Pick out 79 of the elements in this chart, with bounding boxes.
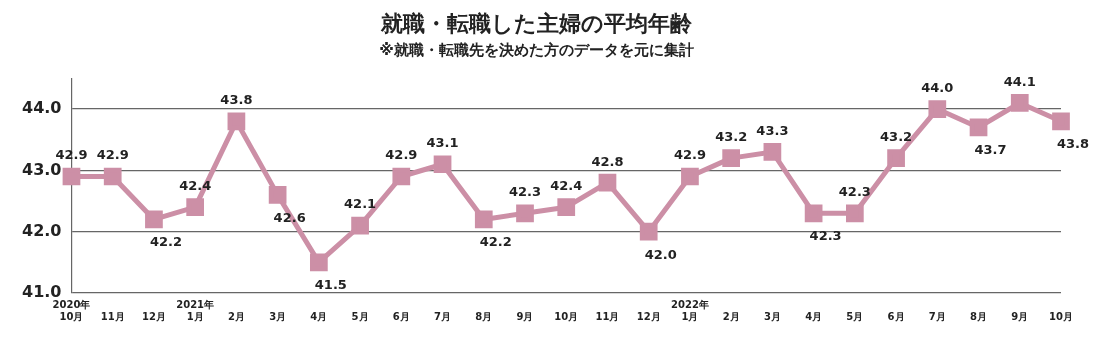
x-tick-label: 11月 <box>100 310 125 322</box>
point <box>474 210 493 229</box>
data-label: 42.3 <box>809 228 842 244</box>
chart-subtitle: ※就職・転職先を決めた方のデータを元に集計 <box>379 41 694 60</box>
data-label: 43.7 <box>974 142 1007 158</box>
x-tick-label: 2021年 1月 <box>176 298 215 322</box>
data-label: 42.2 <box>479 234 512 250</box>
x-tick-label: 2020年 10月 <box>52 298 91 322</box>
data-label: 42.3 <box>508 184 542 200</box>
point <box>928 100 947 118</box>
point <box>639 222 658 241</box>
chart-title: 就職・転職した主婦の平均年齢 <box>380 10 693 36</box>
x-tick-label: 7月 <box>434 310 452 322</box>
y-tick-label: 42.0 <box>21 220 62 240</box>
point <box>351 216 369 235</box>
x-tick-label: 8月 <box>970 310 988 322</box>
x-tick-label: 2022年 1月 <box>671 298 709 322</box>
point <box>227 112 246 131</box>
point <box>598 173 617 192</box>
data-label: 43.2 <box>880 128 913 144</box>
data-label: 42.2 <box>149 234 182 250</box>
x-tick-label: 10月 <box>1049 310 1073 322</box>
point <box>62 167 81 186</box>
point <box>763 143 782 161</box>
data-label: 42.9 <box>385 147 418 163</box>
data-label: 42.9 <box>673 147 706 163</box>
point <box>681 167 699 186</box>
data-label: 43.8 <box>1056 136 1090 152</box>
x-tick-label: 12月 <box>141 310 166 322</box>
data-label: 41.5 <box>314 277 347 293</box>
data-label: 43.1 <box>426 135 459 151</box>
data-label: 42.3 <box>838 184 871 200</box>
point <box>309 253 328 272</box>
x-tick-label: 2月 <box>227 310 245 322</box>
point <box>103 167 122 186</box>
point <box>392 167 411 186</box>
data-label: 42.0 <box>644 246 677 262</box>
x-tick-label: 6月 <box>392 310 410 322</box>
point <box>516 204 534 223</box>
x-tick-label: 5月 <box>846 310 864 322</box>
x-tick-label: 8月 <box>475 310 493 322</box>
y-tick-label: 44.0 <box>21 98 62 118</box>
point <box>804 204 823 223</box>
point <box>722 149 741 167</box>
data-label: 42.8 <box>591 153 624 169</box>
point <box>186 198 205 217</box>
x-tick-label: 3月 <box>763 310 781 322</box>
data-label: 43.2 <box>715 128 748 144</box>
point <box>1010 94 1029 112</box>
x-tick-label: 12月 <box>636 310 661 322</box>
data-label: 42.4 <box>179 178 212 194</box>
data-label: 44.0 <box>921 79 954 95</box>
x-tick-label: 4月 <box>310 310 328 322</box>
point <box>887 149 905 167</box>
data-label: 42.6 <box>273 209 306 225</box>
x-tick-label: 3月 <box>269 310 287 322</box>
x-tick-label: 4月 <box>805 310 823 322</box>
point <box>557 198 576 217</box>
point <box>1052 112 1070 131</box>
data-label: 42.4 <box>550 178 583 194</box>
x-tick-label: 11月 <box>595 310 620 322</box>
data-label: 42.1 <box>344 196 377 212</box>
x-tick-label: 9月 <box>1011 310 1029 322</box>
point <box>845 204 864 223</box>
point <box>145 210 163 229</box>
data-label: 44.1 <box>1003 73 1036 89</box>
x-tick-label: 9月 <box>516 310 534 322</box>
point <box>433 155 452 174</box>
data-label: 43.3 <box>756 122 789 138</box>
y-tick-label: 43.0 <box>21 159 62 179</box>
point <box>969 118 988 137</box>
x-tick-label: 7月 <box>928 310 946 322</box>
data-label: 42.9 <box>96 147 129 163</box>
x-tick-label: 5月 <box>351 310 369 322</box>
x-tick-label: 2月 <box>722 310 740 322</box>
x-tick-label: 10月 <box>554 310 579 322</box>
x-tick-label: 6月 <box>887 310 905 322</box>
point <box>268 186 287 204</box>
data-label: 43.8 <box>220 92 253 108</box>
